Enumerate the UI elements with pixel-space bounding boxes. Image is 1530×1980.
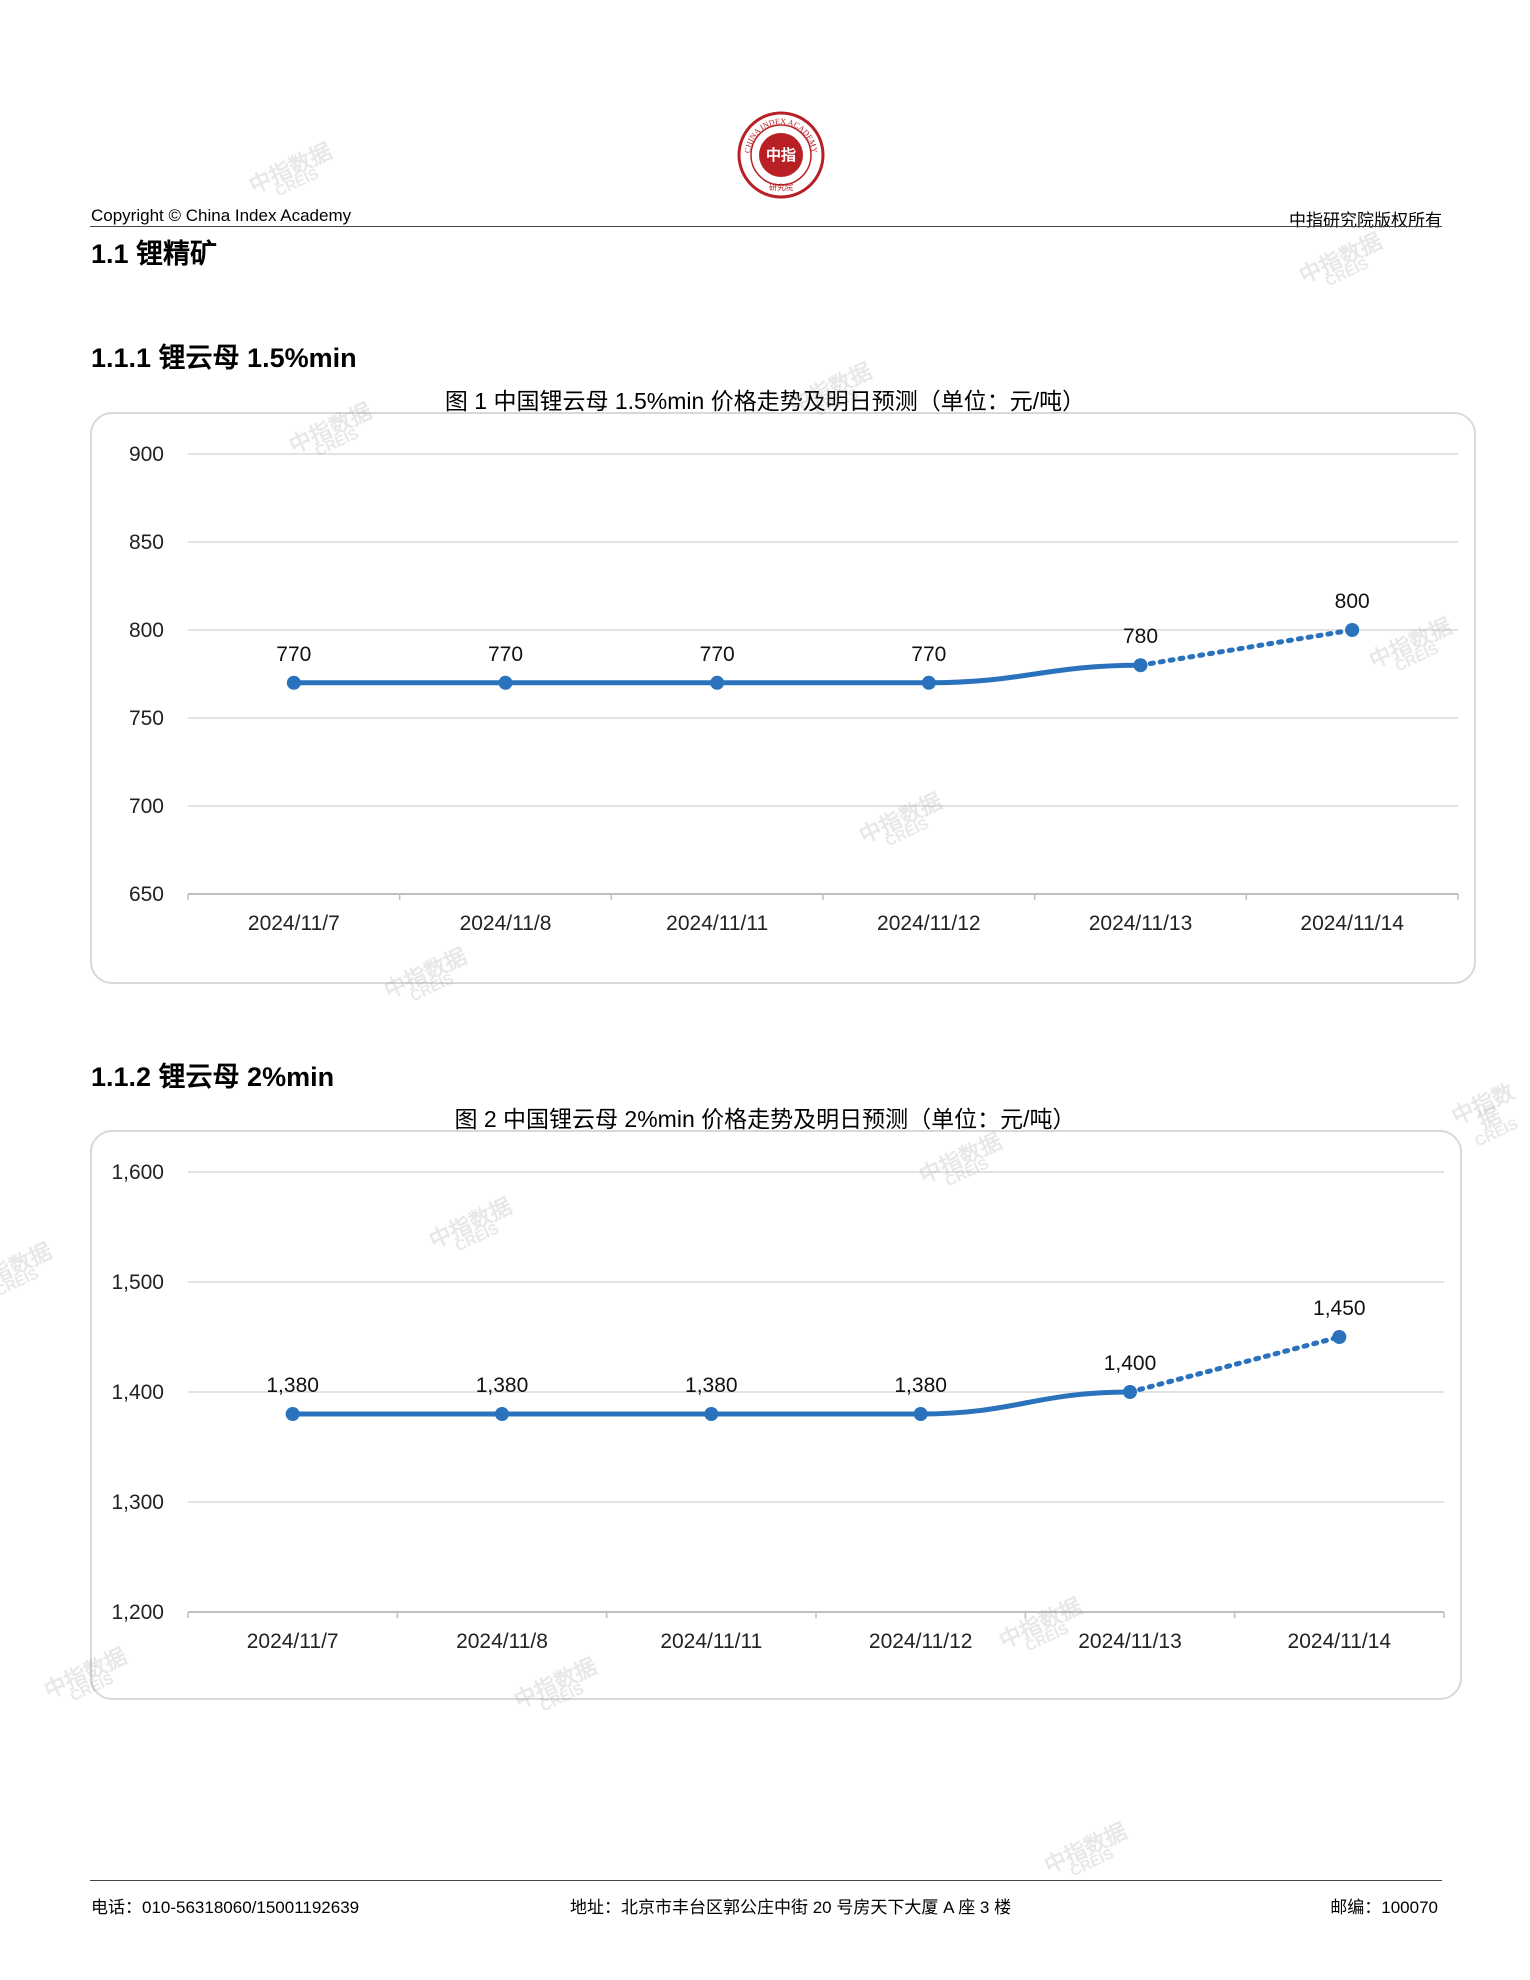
x-tick-label: 2024/11/13 xyxy=(1089,912,1193,935)
x-tick-label: 2024/11/12 xyxy=(877,912,981,935)
x-tick-label: 2024/11/11 xyxy=(660,1630,762,1653)
data-label: 770 xyxy=(276,643,311,666)
copyright-text: Copyright © China Index Academy xyxy=(91,206,352,225)
footer-address: 地址：北京市丰台区郭公庄中街 20 号房天下大厦 A 座 3 楼 xyxy=(570,1898,1012,1917)
data-point xyxy=(710,675,725,690)
x-tick-label: 2024/11/14 xyxy=(1288,1630,1392,1653)
x-tick-label: 2024/11/7 xyxy=(247,1630,339,1653)
footer-divider xyxy=(90,1880,1442,1881)
chart-2-svg: 1,200 1,300 1,400 1,500 1,600 2024/11/7 2024/1… xyxy=(111,1161,1445,1653)
data-label: 770 xyxy=(911,643,946,666)
data-label: 1,380 xyxy=(894,1374,947,1397)
chart-title-1: 图 1 中国锂云母 1.5%min 价格走势及明日预测（单位：元/吨） xyxy=(444,388,1086,414)
data-point xyxy=(1133,658,1148,673)
data-point xyxy=(498,675,513,690)
y-tick-label: 900 xyxy=(129,443,164,466)
y-tick-label: 1,600 xyxy=(111,1161,164,1184)
footer-postcode: 邮编：100070 xyxy=(1330,1898,1438,1917)
data-label: 1,380 xyxy=(685,1374,738,1397)
y-tick-label: 700 xyxy=(129,795,164,818)
y-tick-label: 750 xyxy=(129,707,164,730)
y-tick-label: 1,400 xyxy=(111,1381,164,1404)
watermark: 中指数据 CREIS xyxy=(245,138,336,201)
watermark: 中指数据 CREIS xyxy=(1295,228,1386,291)
data-point xyxy=(913,1407,928,1421)
data-label: 770 xyxy=(700,643,735,666)
y-tick-label: 800 xyxy=(129,619,164,642)
data-label: 800 xyxy=(1335,590,1370,613)
chart-1: 650 700 750 800 850 900 2024/11/7 2024/11/8 2024… xyxy=(90,412,1476,984)
data-point xyxy=(286,675,301,690)
data-point xyxy=(921,675,936,690)
chart-1-svg: 650 700 750 800 850 900 2024/11/7 2024/11/8 2024… xyxy=(129,443,1459,935)
data-label: 1,400 xyxy=(1104,1352,1157,1375)
x-tick-label: 2024/11/13 xyxy=(1078,1630,1182,1653)
y-tick-label: 1,200 xyxy=(111,1601,164,1624)
x-tick-label: 2024/11/8 xyxy=(460,912,552,935)
data-point xyxy=(1332,1330,1347,1344)
forecast-line xyxy=(1138,627,1355,668)
y-tick-label: 1,500 xyxy=(111,1271,164,1294)
data-point xyxy=(1123,1385,1137,1399)
y-tick-label: 650 xyxy=(129,883,164,906)
data-point xyxy=(285,1407,300,1421)
subsection-heading-2: 1.1.2 锂云母 2%min xyxy=(91,1062,335,1092)
footer-phone: 电话：010-56318060/15001192639 xyxy=(91,1898,360,1917)
x-tick-label: 2024/11/8 xyxy=(456,1630,548,1653)
data-point xyxy=(704,1407,719,1421)
section-title: 1.1 锂精矿 xyxy=(91,239,218,269)
data-label: 770 xyxy=(488,643,523,666)
forecast-line xyxy=(1127,1334,1342,1395)
rights-text: 中指研究院版权所有 xyxy=(1289,211,1442,231)
academy-logo: CHINA INDEX ACADEMY 中指 研究院 xyxy=(736,110,826,200)
data-point xyxy=(495,1407,509,1421)
svg-text:研究院: 研究院 xyxy=(769,182,793,192)
data-label: 1,450 xyxy=(1313,1297,1366,1320)
data-label: 1,380 xyxy=(476,1374,529,1397)
data-point xyxy=(1345,623,1360,637)
x-tick-label: 2024/11/7 xyxy=(248,912,340,935)
y-tick-label: 1,300 xyxy=(111,1491,164,1514)
x-tick-label: 2024/11/14 xyxy=(1300,912,1404,935)
x-tick-label: 2024/11/11 xyxy=(666,912,768,935)
chart-title-2: 图 2 中国锂云母 2%min 价格走势及明日预测（单位：元/吨） xyxy=(454,1106,1076,1132)
y-tick-label: 850 xyxy=(129,531,164,554)
x-tick-label: 2024/11/12 xyxy=(869,1630,973,1653)
chart-2: 1,200 1,300 1,400 1,500 1,600 2024/11/7 2024/1… xyxy=(90,1130,1462,1700)
subsection-heading-1: 1.1.1 锂云母 1.5%min xyxy=(91,343,357,373)
header-divider xyxy=(90,226,1442,227)
watermark: 中指数据 CREIS xyxy=(0,1238,56,1301)
data-label: 1,380 xyxy=(266,1374,319,1397)
svg-text:中指: 中指 xyxy=(766,146,796,164)
data-label: 780 xyxy=(1123,625,1158,648)
